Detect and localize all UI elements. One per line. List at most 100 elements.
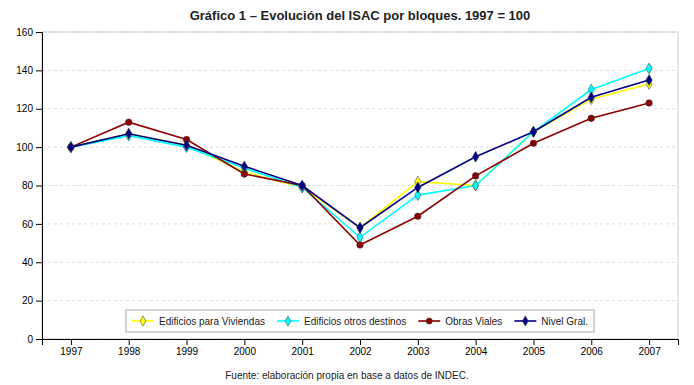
x-tick-mark <box>71 339 72 345</box>
grid <box>42 32 678 339</box>
series-marker <box>473 151 479 162</box>
x-tick: 2002 <box>349 339 372 357</box>
series-marker <box>357 222 363 233</box>
x-tick: 1998 <box>118 339 141 357</box>
series-marker <box>530 126 536 137</box>
grid-line <box>42 108 678 109</box>
series-marker <box>530 126 536 137</box>
series-marker <box>357 222 363 233</box>
series <box>68 78 652 233</box>
series-marker <box>472 173 479 180</box>
x-tick: 2007 <box>638 339 661 357</box>
legend-label: Obras Viales <box>445 316 502 327</box>
series-marker <box>473 180 479 191</box>
legend-label: Edificios para Viviendas <box>159 316 265 327</box>
y-tick-mark <box>36 224 42 225</box>
legend-item: Edificios otros destinos <box>277 316 406 327</box>
y-tick-label: 60 <box>22 219 34 230</box>
x-tick-label: 2006 <box>581 346 604 357</box>
legend-item: Edificios para Viviendas <box>132 316 265 327</box>
x-tick-label: 2003 <box>407 346 430 357</box>
series-marker <box>125 119 132 126</box>
y-tick: 20 <box>22 295 42 306</box>
y-axis-line <box>36 33 43 340</box>
grid-line <box>42 262 678 263</box>
legend-label: Edificios otros destinos <box>304 316 406 327</box>
x-tick-label: 2004 <box>465 346 488 357</box>
series-marker <box>126 128 132 139</box>
x-tick-mark <box>649 339 650 345</box>
title: Gráfico 1 – Evolución del ISAC por bloqu… <box>190 8 531 23</box>
legend-label: Nivel Gral. <box>541 316 588 327</box>
series-marker <box>415 213 422 220</box>
x-tick-label: 2000 <box>234 346 257 357</box>
y-tick: 0 <box>27 334 42 345</box>
legend-marker <box>285 316 291 326</box>
plot-frame <box>42 32 678 339</box>
x-tick-mark <box>129 339 130 345</box>
y-tick-mark <box>36 186 42 187</box>
series-marker <box>588 115 595 122</box>
y-tick-mark <box>36 147 42 148</box>
series <box>68 63 652 243</box>
series-marker <box>299 180 305 191</box>
y-tick-mark <box>36 339 42 340</box>
series-line <box>71 80 649 228</box>
y-tick-label: 140 <box>16 65 33 76</box>
x-axis: 1997 1998 1999 2000 2001 2002 2003 2004 2005 2006… <box>43 339 679 357</box>
y-tick-mark <box>36 262 42 263</box>
x-tick-mark <box>187 339 188 345</box>
series-marker <box>530 126 536 137</box>
series-line <box>71 68 649 237</box>
y-tick: 60 <box>22 219 42 230</box>
series-marker <box>68 142 74 153</box>
grid-line <box>42 147 678 148</box>
x-tick-mark <box>476 339 477 345</box>
x-tick-mark <box>360 339 361 345</box>
y-tick: 40 <box>22 257 42 268</box>
y-tick: 140 <box>16 65 42 76</box>
y-tick-mark <box>36 109 42 110</box>
x-tick-mark <box>244 339 245 345</box>
x-tick-label: 2002 <box>349 346 372 357</box>
x-tick: 1997 <box>60 339 83 357</box>
y-tick-label: 0 <box>27 334 33 345</box>
series-marker <box>241 161 247 172</box>
series-marker <box>646 63 652 74</box>
legend: Edificios para Viviendas Edificios otros … <box>126 310 594 332</box>
x-tick: 2006 <box>581 339 604 357</box>
y-tick: 160 <box>16 27 42 38</box>
chart: 1997199819992000200120022003200420052006… <box>0 0 694 385</box>
legend-marker <box>522 316 528 326</box>
y-tick-label: 40 <box>22 257 34 268</box>
y-tick: 80 <box>22 180 42 191</box>
source: Fuente: elaboración propia en base a dat… <box>225 370 469 381</box>
x-tick-mark <box>591 339 592 345</box>
y-axis: 020406080100120140160 <box>16 27 42 345</box>
legend-item: Nivel Gral. <box>514 316 588 327</box>
x-tick-label: 2001 <box>292 346 315 357</box>
series-marker <box>646 100 653 107</box>
series-marker <box>530 140 537 147</box>
y-tick-label: 100 <box>16 142 33 153</box>
series <box>68 100 653 249</box>
plot-area <box>68 63 653 248</box>
legend-marker <box>140 316 146 326</box>
x-tick: 2005 <box>523 339 546 357</box>
y-tick-label: 20 <box>22 295 34 306</box>
series-marker <box>68 142 74 153</box>
series-marker <box>357 242 364 249</box>
x-tick: 2001 <box>292 339 315 357</box>
grid-line <box>42 185 678 186</box>
series-marker <box>588 92 594 103</box>
x-tick-label: 1999 <box>176 346 199 357</box>
y-tick: 100 <box>16 142 42 153</box>
x-tick: 2003 <box>407 339 430 357</box>
x-tick: 2004 <box>465 339 488 357</box>
legend-item: Obras Viales <box>418 316 502 327</box>
grid-line <box>42 70 678 71</box>
series-marker <box>68 142 74 153</box>
y-tick-label: 160 <box>16 27 33 38</box>
series-line <box>71 103 649 245</box>
x-tick-mark <box>533 339 534 345</box>
